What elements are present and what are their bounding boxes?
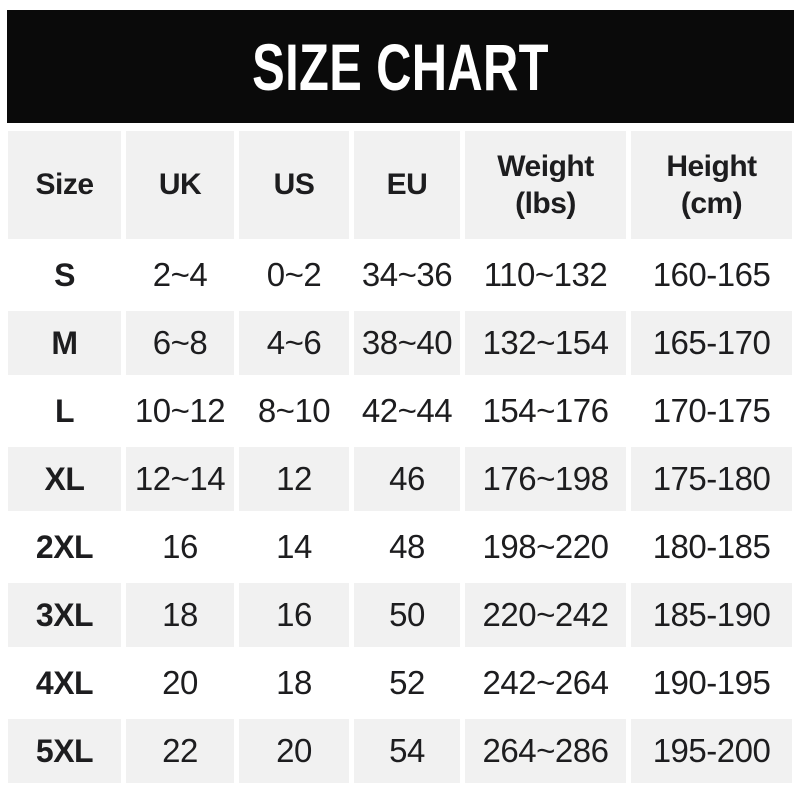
column-header-weight-lbs: Weight (lbs) xyxy=(465,131,626,239)
size-label-cell: 5XL xyxy=(8,719,121,783)
table-row-5xl: 5XL 22 20 54 264~286 195-200 xyxy=(8,719,792,783)
table-row-4xl: 4XL 20 18 52 242~264 190-195 xyxy=(8,651,792,715)
table-cell: 165-170 xyxy=(631,311,792,375)
table-cell: 18 xyxy=(126,583,234,647)
table-row-m: M 6~8 4~6 38~40 132~154 165-170 xyxy=(8,311,792,375)
table-cell: 2~4 xyxy=(126,243,234,307)
header-row: Size UK US EU Weight (lbs) Height (cm) xyxy=(8,131,792,239)
table-cell: 242~264 xyxy=(465,651,626,715)
table-body: S 2~4 0~2 34~36 110~132 160-165 M 6~8 4~6 38~40 13… xyxy=(8,243,792,783)
table-cell: 20 xyxy=(239,719,349,783)
table-cell: 180-185 xyxy=(631,515,792,579)
table-cell: 132~154 xyxy=(465,311,626,375)
table-cell: 170-175 xyxy=(631,379,792,443)
table-cell: 4~6 xyxy=(239,311,349,375)
table-cell: 22 xyxy=(126,719,234,783)
table-cell: 264~286 xyxy=(465,719,626,783)
table-cell: 154~176 xyxy=(465,379,626,443)
size-label-cell: XL xyxy=(8,447,121,511)
size-label-cell: 2XL xyxy=(8,515,121,579)
table-row-xl: XL 12~14 12 46 176~198 175-180 xyxy=(8,447,792,511)
table-cell: 50 xyxy=(354,583,460,647)
table-cell: 12~14 xyxy=(126,447,234,511)
table-cell: 34~36 xyxy=(354,243,460,307)
size-label-cell: L xyxy=(8,379,121,443)
column-header-size: Size xyxy=(8,131,121,239)
table-cell: 42~44 xyxy=(354,379,460,443)
table-cell: 16 xyxy=(126,515,234,579)
table-cell: 176~198 xyxy=(465,447,626,511)
table-cell: 12 xyxy=(239,447,349,511)
table-cell: 46 xyxy=(354,447,460,511)
table-cell: 220~242 xyxy=(465,583,626,647)
table-row-3xl: 3XL 18 16 50 220~242 185-190 xyxy=(8,583,792,647)
column-header-uk: UK xyxy=(126,131,234,239)
table-cell: 16 xyxy=(239,583,349,647)
table-cell: 0~2 xyxy=(239,243,349,307)
column-header-eu: EU xyxy=(354,131,460,239)
table-cell: 14 xyxy=(239,515,349,579)
table-cell: 8~10 xyxy=(239,379,349,443)
table-cell: 10~12 xyxy=(126,379,234,443)
column-header-height-cm: Height (cm) xyxy=(631,131,792,239)
column-header-us: US xyxy=(239,131,349,239)
size-label-cell: 4XL xyxy=(8,651,121,715)
table-cell: 195-200 xyxy=(631,719,792,783)
table-row-l: L 10~12 8~10 42~44 154~176 170-175 xyxy=(8,379,792,443)
size-label-cell: M xyxy=(8,311,121,375)
table-cell: 18 xyxy=(239,651,349,715)
table-cell: 110~132 xyxy=(465,243,626,307)
table-cell: 54 xyxy=(354,719,460,783)
table-cell: 48 xyxy=(354,515,460,579)
table-row-2xl: 2XL 16 14 48 198~220 180-185 xyxy=(8,515,792,579)
size-label-cell: S xyxy=(8,243,121,307)
table-cell: 52 xyxy=(354,651,460,715)
table-cell: 185-190 xyxy=(631,583,792,647)
size-chart-title: SIZE CHART xyxy=(252,29,549,104)
table-cell: 20 xyxy=(126,651,234,715)
table-cell: 198~220 xyxy=(465,515,626,579)
table-cell: 175-180 xyxy=(631,447,792,511)
size-chart-table: Size UK US EU Weight (lbs) Height (cm) S 2~4 0~… xyxy=(3,127,797,787)
table-cell: 190-195 xyxy=(631,651,792,715)
table-cell: 6~8 xyxy=(126,311,234,375)
size-chart-banner: SIZE CHART xyxy=(7,10,794,123)
table-cell: 38~40 xyxy=(354,311,460,375)
table-row-s: S 2~4 0~2 34~36 110~132 160-165 xyxy=(8,243,792,307)
table-header: Size UK US EU Weight (lbs) Height (cm) xyxy=(8,131,792,239)
table-cell: 160-165 xyxy=(631,243,792,307)
size-label-cell: 3XL xyxy=(8,583,121,647)
